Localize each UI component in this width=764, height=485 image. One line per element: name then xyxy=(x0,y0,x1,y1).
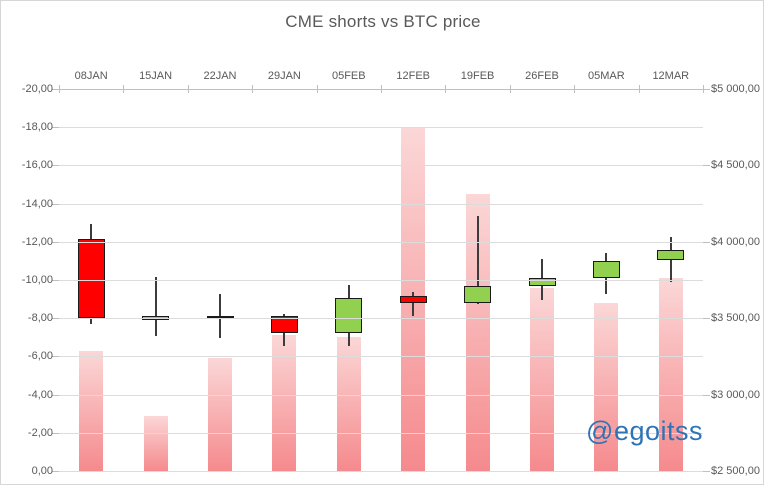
short-bar-29jan xyxy=(272,335,297,471)
category-label: 12MAR xyxy=(652,70,690,82)
category-axis-tick xyxy=(509,85,511,93)
left-axis-tick xyxy=(52,471,59,472)
left-axis-label: -6,00 xyxy=(27,350,53,363)
left-axis-label: -12,00 xyxy=(21,235,53,248)
candle-wick-15jan xyxy=(154,276,157,336)
grid-line xyxy=(59,356,703,358)
candle-body-19feb xyxy=(464,286,492,303)
left-axis-label: -4,00 xyxy=(27,388,53,401)
left-axis-tick xyxy=(52,432,59,434)
candle-wick-22jan xyxy=(219,293,221,339)
left-axis-label: -18,00 xyxy=(21,121,53,134)
left-axis-tick xyxy=(52,89,59,90)
short-bar-05mar xyxy=(594,302,619,471)
right-axis-label: $4 000,00 xyxy=(711,235,760,248)
left-axis-label: -2,00 xyxy=(27,426,53,439)
left-axis-tick xyxy=(52,394,59,396)
right-axis-tick xyxy=(703,318,710,320)
watermark: @egoitss xyxy=(586,416,703,446)
category-label: 29JAN xyxy=(267,70,301,82)
candle-body-12feb xyxy=(399,296,427,303)
right-axis-label: $2 500,00 xyxy=(711,465,760,477)
candle-body-05mar xyxy=(592,260,620,279)
right-axis-tick xyxy=(703,471,710,472)
grid-line xyxy=(59,241,703,243)
candle-wick-19feb xyxy=(476,215,479,305)
left-axis-label: -16,00 xyxy=(21,159,53,172)
left-axis-label: 0,00 xyxy=(31,465,53,477)
right-axis-tick xyxy=(703,89,710,90)
short-bar-05feb xyxy=(336,337,361,471)
category-label: 05MAR xyxy=(588,70,625,82)
right-axis-label: $4 500,00 xyxy=(711,159,760,172)
category-axis-tick xyxy=(252,85,254,93)
category-axis-tick xyxy=(123,85,125,93)
short-bar-12mar xyxy=(658,278,683,471)
category-axis-tick xyxy=(316,85,318,93)
candle-body-26feb xyxy=(528,278,556,287)
left-axis-label: -14,00 xyxy=(21,197,53,210)
category-axis-tick xyxy=(703,85,704,93)
left-axis-label: -10,00 xyxy=(21,274,53,286)
short-bar-22jan xyxy=(208,358,232,471)
right-axis-label: $3 000,00 xyxy=(711,388,760,401)
category-label: 22JAN xyxy=(203,70,237,82)
right-axis-tick xyxy=(703,394,710,396)
left-axis-label: -8,00 xyxy=(27,312,53,325)
right-axis-tick xyxy=(703,165,710,167)
candle-body-08jan xyxy=(77,238,105,319)
category-label: 05FEB xyxy=(331,70,366,82)
category-label: 08JAN xyxy=(74,70,108,82)
grid-line xyxy=(59,471,703,472)
left-axis-tick xyxy=(52,280,59,281)
chart-title: CME shorts vs BTC price xyxy=(285,12,481,31)
category-label: 26FEB xyxy=(525,70,559,82)
candle-body-12mar xyxy=(657,250,685,261)
category-axis-tick xyxy=(638,85,640,93)
left-axis-label: -20,00 xyxy=(21,83,53,95)
grid-line xyxy=(59,318,703,320)
candle-body-22jan xyxy=(206,315,234,319)
grid-line xyxy=(59,280,703,281)
candle-body-29jan xyxy=(270,315,298,334)
short-bar-26feb xyxy=(530,287,554,471)
grid-line xyxy=(59,394,703,396)
left-axis-tick xyxy=(52,203,59,205)
short-bar-08jan xyxy=(79,350,104,471)
left-axis-tick xyxy=(52,356,59,358)
right-axis-label: $5 000,00 xyxy=(711,83,760,95)
left-axis-tick xyxy=(52,241,59,243)
left-axis-tick xyxy=(52,318,59,320)
grid-line xyxy=(59,127,703,129)
grid-line xyxy=(59,165,703,167)
right-axis-label: $3 500,00 xyxy=(711,312,760,325)
category-axis-tick xyxy=(574,85,576,93)
category-axis-tick xyxy=(187,85,189,93)
candle-body-05feb xyxy=(335,298,363,334)
category-label: 19FEB xyxy=(460,70,495,82)
right-axis-tick xyxy=(703,241,710,243)
left-axis-tick xyxy=(52,127,59,129)
category-axis-tick xyxy=(59,85,60,93)
category-axis-tick xyxy=(445,85,447,93)
category-label: 12FEB xyxy=(396,70,431,82)
category-label: 15JAN xyxy=(139,70,173,82)
left-axis-tick xyxy=(52,165,59,167)
grid-line xyxy=(59,432,703,434)
candle-wick-12feb xyxy=(412,292,415,316)
short-bar-15jan xyxy=(143,415,168,471)
grid-line xyxy=(59,203,703,205)
category-axis-tick xyxy=(381,85,382,93)
